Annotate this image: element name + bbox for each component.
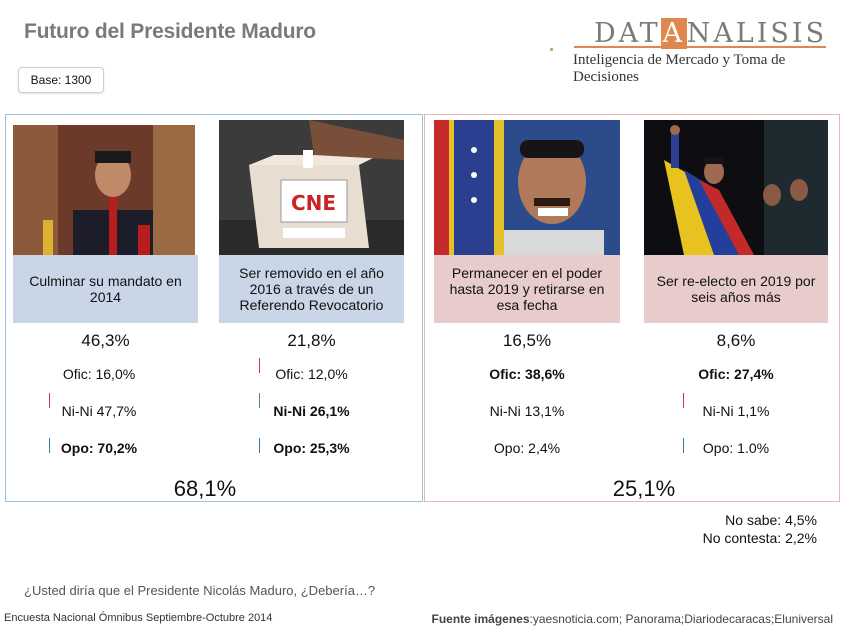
ofic-4: Ofic: 27,4% [698,366,774,382]
maduro-podium-photo [13,125,195,255]
base-badge: Base: 1300 [18,67,104,93]
nini-3: Ni-Ni 13,1% [489,403,565,419]
ofic-1: Ofic: 16,0% [62,366,136,382]
svg-text:CNE: CNE [291,191,336,215]
nini-4: Ni-Ni 1,1% [702,403,770,419]
tick-mark [49,393,50,408]
page-title: Futuro del Presidente Maduro [24,20,316,43]
option-label-3: Permanecer en el poder hasta 2019 y reti… [434,255,620,323]
nini-1: Ni-Ni 47,7% [61,403,137,419]
logo-post: NALISIS [686,18,828,49]
tick-mark [259,393,260,408]
option-label-4: Ser re-electo en 2019 por seis años más [644,255,828,323]
option-value-3: 16,5% [502,331,552,350]
nini-2: Ni-Ni 26,1% [273,403,350,419]
no-contesta: No contesta: 2,2% [702,530,817,546]
opo-3: Opo: 2,4% [493,440,561,456]
logo-a: A [660,18,687,49]
opo-4: Opo: 1.0% [702,440,770,456]
maduro-smiling-flag-photo [434,120,620,255]
tick-mark [49,438,50,453]
option-label-2: Ser removido en el año 2016 a través de … [219,255,404,323]
group-total-left: 68,1% [173,476,237,501]
option-label-1: Culminar su mandato en 2014 [13,255,198,323]
logo-wordmark: DATANALISIS [594,18,827,49]
logo-pre: DAT [594,18,661,49]
ofic-2: Ofic: 12,0% [275,366,348,382]
survey-name: Encuesta Nacional Ómnibus Septiembre-Oct… [4,612,273,624]
option-value-1: 46,3% [81,331,130,350]
survey-question: ¿Usted diría que el Presidente Nicolás M… [24,583,376,598]
datanalisis-logo: DATANALISIS Inteligencia de Mercado y To… [550,18,830,85]
tick-mark [259,358,260,373]
group-left-frame [5,114,423,502]
no-sabe: No sabe: 4,5% [725,512,817,528]
opo-2: Opo: 25,3% [273,440,350,456]
image-source-label: Fuente imágenes [431,612,530,626]
logo-tagline: Inteligencia de Mercado y Toma de Decisi… [573,52,786,85]
ofic-3: Ofic: 38,6% [489,366,565,382]
image-source: Fuente imágenes:yaesnoticia.com; Panoram… [431,612,833,626]
group-right-frame [424,114,840,502]
image-source-text: :yaesnoticia.com; Panorama;Diariodecarac… [529,612,833,626]
maduro-celebrating-photo [644,120,828,255]
option-value-4: 8,6% [716,331,756,350]
option-value-2: 21,8% [287,331,336,350]
opo-1: Opo: 70,2% [60,440,138,456]
logo-underline [574,46,826,48]
tick-mark [683,438,684,453]
tick-mark [683,393,684,408]
ballot-box-cne-photo: CNE [219,120,404,255]
logo-dot [550,48,553,51]
group-total-right: 25,1% [612,476,676,501]
tick-mark [259,438,260,453]
